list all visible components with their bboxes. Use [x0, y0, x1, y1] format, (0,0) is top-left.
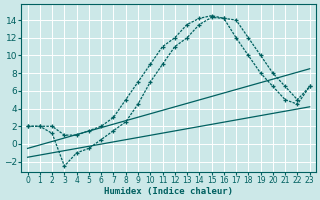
X-axis label: Humidex (Indice chaleur): Humidex (Indice chaleur)	[104, 187, 233, 196]
